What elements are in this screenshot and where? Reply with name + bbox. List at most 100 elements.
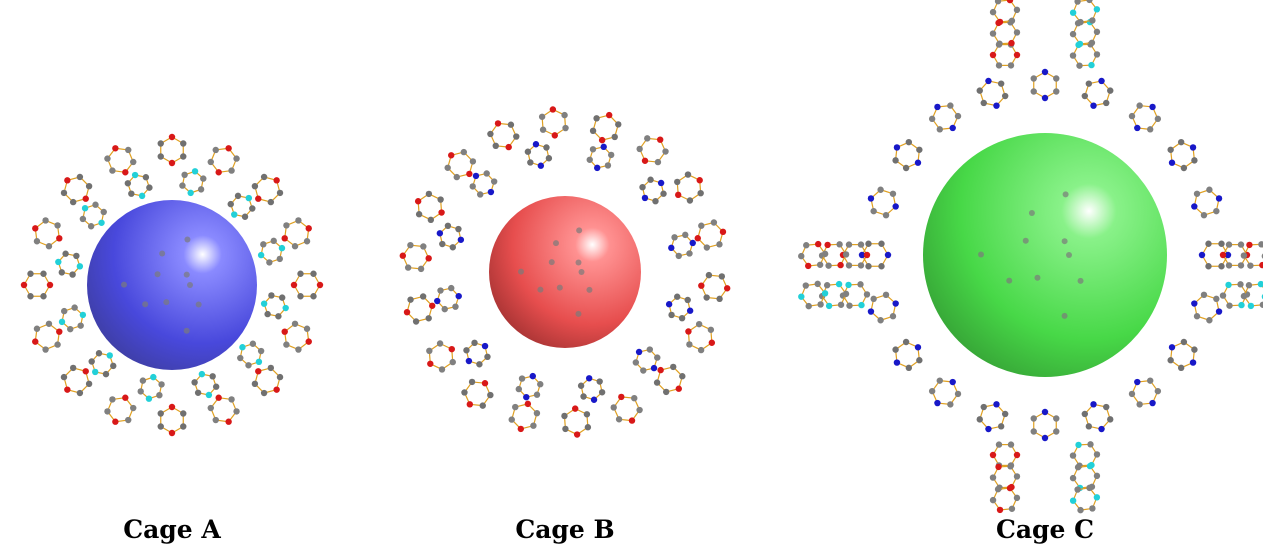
atom (77, 174, 83, 180)
atom (1259, 262, 1263, 268)
atom (716, 296, 722, 302)
atom (990, 474, 996, 480)
atom (1181, 339, 1187, 345)
atom (413, 318, 419, 324)
atom (1147, 377, 1153, 383)
atom (843, 251, 849, 257)
atom (1029, 210, 1035, 216)
atom (1241, 293, 1247, 299)
atom (1129, 113, 1135, 119)
atom (657, 136, 663, 142)
atom (452, 303, 458, 309)
atom (438, 209, 444, 215)
atom (491, 178, 497, 184)
atom (444, 165, 450, 171)
atom (122, 395, 128, 401)
atom (56, 235, 62, 241)
atom (1246, 242, 1252, 248)
atom (415, 198, 421, 204)
atom (448, 285, 454, 291)
atom (71, 304, 77, 310)
atom (562, 125, 568, 131)
atom (449, 346, 455, 352)
atom (1089, 17, 1095, 23)
atom (837, 262, 843, 268)
atom (1107, 416, 1113, 422)
atom (981, 404, 987, 410)
atom (1201, 212, 1207, 218)
atom (209, 373, 215, 379)
atom (695, 235, 701, 241)
atom (461, 149, 467, 155)
atom (687, 308, 693, 314)
atom (1076, 62, 1082, 68)
atom (618, 394, 624, 400)
atom (439, 366, 445, 372)
atom (283, 222, 289, 228)
atom (283, 341, 289, 347)
atom (978, 251, 984, 257)
atom (237, 355, 243, 361)
atom (826, 303, 832, 309)
atom (858, 262, 864, 268)
atom (34, 238, 40, 244)
atom (658, 180, 664, 186)
atom (292, 321, 298, 327)
atom (1258, 281, 1263, 287)
atom (527, 159, 533, 165)
atom (929, 388, 935, 394)
atom (1042, 95, 1048, 101)
atom (686, 250, 692, 256)
atom (1225, 282, 1231, 288)
atom (616, 416, 622, 422)
atom (697, 177, 703, 183)
atom (606, 112, 612, 118)
atom (1218, 241, 1224, 247)
atom (846, 302, 852, 308)
atom (580, 393, 586, 399)
atom (679, 315, 685, 321)
atom (103, 371, 109, 377)
atom (662, 148, 668, 154)
atom (586, 375, 592, 381)
atom (482, 343, 488, 349)
atom (674, 294, 680, 300)
atom (407, 242, 413, 248)
atom (998, 423, 1004, 429)
atom (1220, 252, 1226, 258)
atom (857, 281, 863, 287)
atom (250, 341, 256, 347)
atom (885, 252, 891, 258)
atom (599, 389, 605, 395)
atom (711, 219, 717, 225)
atom (670, 364, 676, 370)
atom (1260, 302, 1263, 308)
atom (231, 211, 237, 217)
atom (686, 341, 692, 347)
atom (180, 153, 186, 159)
atom (1199, 252, 1205, 258)
figure: Cage A Cage B Cage C (0, 0, 1263, 550)
atom (817, 262, 823, 268)
atom (1216, 308, 1222, 314)
atom (824, 282, 830, 288)
atom (470, 158, 476, 164)
atom (1053, 75, 1059, 81)
atom (557, 285, 563, 291)
atom (892, 203, 898, 209)
atom (454, 174, 460, 180)
atom (1098, 426, 1104, 432)
atom (682, 232, 688, 238)
atom (633, 359, 639, 365)
atom (1167, 357, 1173, 363)
atom (947, 102, 953, 108)
atom (245, 362, 251, 368)
atom (47, 282, 53, 288)
atom (110, 363, 116, 369)
atom (843, 291, 849, 297)
atom (142, 301, 148, 307)
atom (261, 390, 267, 396)
atom (112, 145, 118, 151)
atom (679, 373, 685, 379)
atom (578, 383, 584, 389)
